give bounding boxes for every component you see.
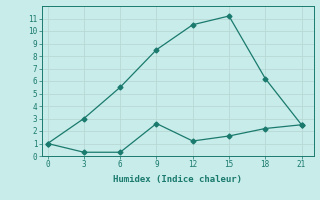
X-axis label: Humidex (Indice chaleur): Humidex (Indice chaleur) <box>113 175 242 184</box>
